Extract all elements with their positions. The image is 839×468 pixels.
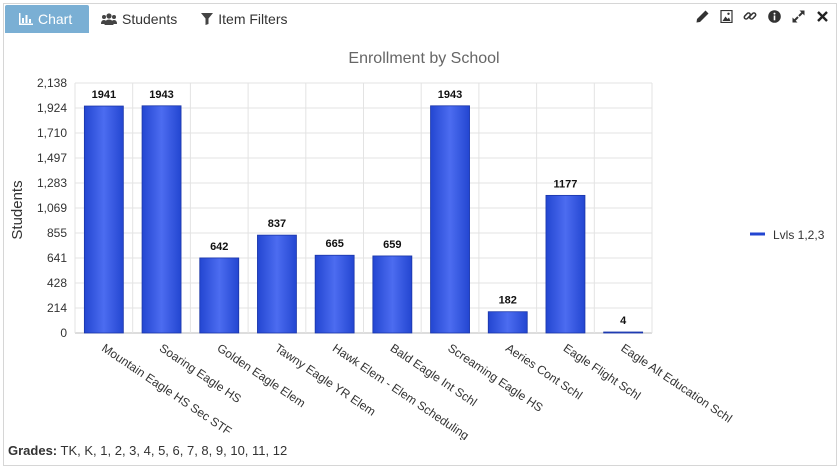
chart-toolbar [695,9,829,23]
grades-label: Grades: [8,443,58,458]
y-tick-label: 1,497 [37,151,67,165]
filter-icon [201,13,214,25]
tab-item-filters-label: Item Filters [218,11,288,27]
bar[interactable] [257,234,297,334]
bar-value-label: 1177 [554,178,578,190]
y-tick-label: 1,069 [37,201,67,215]
link-icon[interactable] [743,9,757,23]
y-tick-label: 428 [47,276,67,290]
info-icon[interactable] [767,9,781,23]
tab-chart[interactable]: Chart [5,5,89,33]
chart-title: Enrollment by School [348,50,499,67]
chart-legend: Lvls 1,2,3 [750,228,825,242]
bar[interactable] [430,105,470,334]
bar[interactable] [372,255,413,334]
x-category-label: Tawny Eagle YR Elem [272,341,378,419]
tab-students[interactable]: Students [89,5,189,33]
bar-value-label: 1943 [149,89,173,101]
y-tick-label: 2,138 [37,76,67,90]
tab-bar: Chart Students Item Filters [5,5,835,33]
y-tick-label: 0 [60,326,67,340]
y-tick-label: 214 [47,301,67,315]
y-axis-label: Students [9,180,26,239]
legend-label: Lvls 1,2,3 [773,228,825,242]
image-icon[interactable] [719,9,733,23]
bar-value-label: 642 [210,241,228,253]
pencil-icon[interactable] [695,9,709,23]
y-tick-label: 641 [47,251,67,265]
bar-chart-icon [19,13,33,25]
x-category-label: Screaming Eagle HS [445,341,545,415]
bar[interactable] [199,257,240,334]
bar[interactable] [487,311,528,334]
bar[interactable] [141,105,182,334]
bar-value-label: 665 [325,238,343,250]
bar-value-label: 182 [499,295,517,307]
close-icon[interactable] [815,9,829,23]
expand-icon[interactable] [791,9,805,23]
grades-value: TK, K, 1, 2, 3, 4, 5, 6, 7, 8, 9, 10, 11… [60,443,288,458]
bar[interactable] [83,105,124,334]
y-tick-label: 1,710 [37,126,67,140]
y-tick-label: 1,924 [37,101,67,115]
enrollment-bar-chart: Enrollment by School Students 0 214 428 641… [9,50,825,440]
bar-value-label: 659 [383,239,401,251]
tab-students-label: Students [122,11,178,27]
grades-filter-summary: Grades: TK, K, 1, 2, 3, 4, 5, 6, 7, 8, 9… [8,443,287,458]
bar-value-label: 1941 [92,89,116,101]
bar-value-label: 837 [268,218,286,230]
bar-value-label: 1943 [438,89,462,101]
tab-chart-label: Chart [38,11,73,27]
x-category-label: Eagle Alt Education Schl [618,341,734,426]
users-icon [101,13,117,25]
tab-item-filters[interactable]: Item Filters [189,5,299,33]
bar[interactable] [314,254,355,334]
bar[interactable] [603,331,644,334]
bar[interactable] [545,194,586,334]
bar-value-label: 4 [620,315,627,327]
y-tick-label: 855 [47,226,67,240]
y-tick-label: 1,283 [37,176,67,190]
